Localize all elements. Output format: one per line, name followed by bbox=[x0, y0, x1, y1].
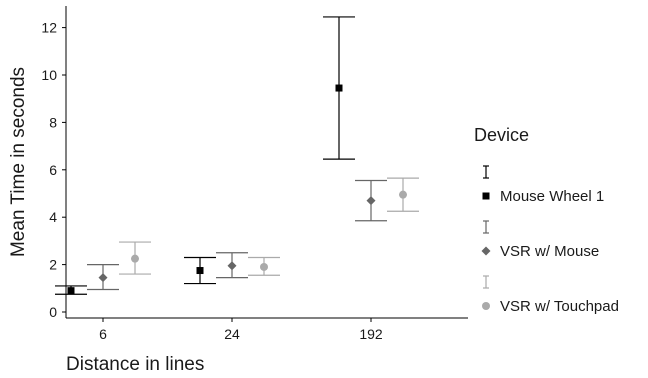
error-bar-group bbox=[323, 16, 355, 160]
y-tick-label: 6 bbox=[49, 162, 57, 178]
error-bar-group bbox=[248, 256, 280, 276]
legend-item: Mouse Wheel 1 bbox=[482, 165, 604, 205]
legend-label: VSR w/ Mouse bbox=[500, 243, 599, 260]
y-tick-label: 8 bbox=[49, 114, 57, 130]
x-axis-title: Distance in lines bbox=[66, 354, 204, 375]
legend: Device Mouse Wheel 1 VSR w/ Mouse VSR w/ T… bbox=[474, 125, 619, 315]
y-tick-label: 10 bbox=[41, 67, 57, 83]
legend-title: Device bbox=[474, 125, 529, 145]
error-bar-group bbox=[355, 179, 387, 222]
y-tick-label: 4 bbox=[49, 209, 57, 225]
error-bar-group bbox=[184, 256, 216, 285]
y-tick-label: 2 bbox=[49, 257, 57, 273]
x-tick-label: 6 bbox=[99, 326, 107, 342]
data-point bbox=[98, 273, 108, 283]
data-point bbox=[67, 287, 75, 295]
error-bar-group bbox=[119, 241, 151, 275]
data-point bbox=[366, 196, 376, 206]
legend-marker bbox=[481, 246, 491, 256]
y-tick-label: 12 bbox=[41, 20, 57, 36]
error-bar-group bbox=[55, 285, 87, 295]
legend-item: VSR w/ Touchpad bbox=[482, 275, 619, 315]
error-bar-group bbox=[87, 264, 119, 291]
data-point bbox=[131, 254, 139, 263]
x-tick-label: 24 bbox=[224, 326, 240, 342]
legend-marker bbox=[482, 192, 490, 200]
y-axis-title: Mean Time in seconds bbox=[8, 67, 29, 257]
data-point bbox=[335, 84, 343, 92]
legend-label: Mouse Wheel 1 bbox=[500, 188, 604, 205]
legend-marker bbox=[482, 302, 490, 310]
x-tick-label: 192 bbox=[359, 326, 383, 342]
error-bar-group bbox=[387, 177, 419, 212]
plot-area bbox=[55, 16, 419, 295]
axes bbox=[65, 6, 468, 319]
data-point bbox=[399, 190, 407, 199]
legend-item: VSR w/ Mouse bbox=[481, 220, 599, 260]
y-tick-label: 0 bbox=[49, 304, 57, 320]
data-point bbox=[260, 262, 268, 271]
data-point bbox=[227, 261, 237, 271]
error-bar-group bbox=[216, 252, 248, 279]
data-point bbox=[196, 267, 204, 275]
legend-label: VSR w/ Touchpad bbox=[500, 298, 619, 315]
